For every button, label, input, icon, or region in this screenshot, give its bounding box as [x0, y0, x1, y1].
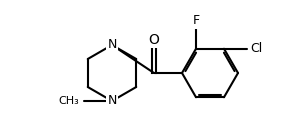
- Text: N: N: [107, 95, 117, 107]
- Text: O: O: [149, 33, 159, 47]
- Text: F: F: [192, 14, 199, 27]
- Text: Cl: Cl: [250, 42, 262, 55]
- Text: CH₃: CH₃: [58, 96, 79, 106]
- Text: N: N: [107, 38, 117, 51]
